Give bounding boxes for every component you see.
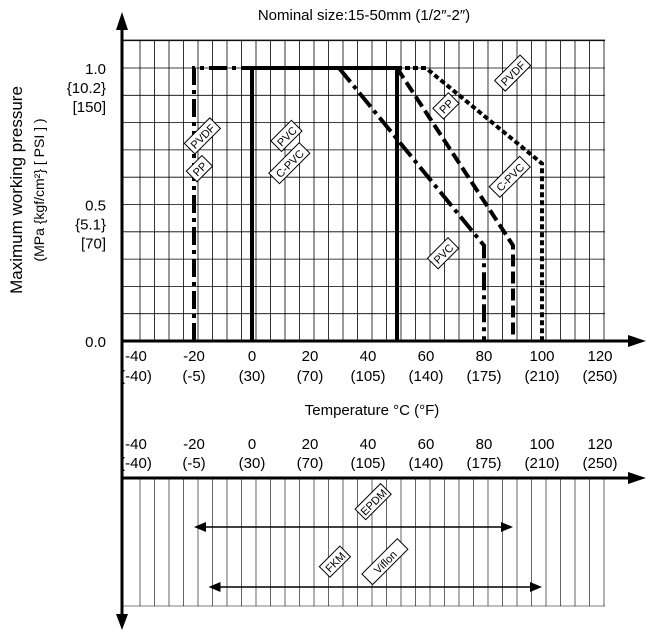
y-tick-label: 0.5 — [85, 198, 106, 215]
range-label-epdm: EPDM — [354, 482, 392, 521]
range-label-fkm: FKM — [318, 545, 352, 578]
y-axis-arrow-down — [116, 614, 128, 630]
series-line-pp-dashdot — [192, 66, 339, 341]
range-label-viflon-box — [361, 537, 409, 586]
range-tick-label-celsius: 0 — [248, 436, 256, 453]
x-tick-label-fahrenheit: (30) — [239, 368, 266, 385]
x-tick-label-celsius: 80 — [476, 348, 493, 365]
range-tick-label-fahrenheit: (140) — [408, 455, 443, 472]
range-tick-label-celsius: 80 — [476, 436, 493, 453]
range-tick-label-celsius: 60 — [418, 436, 435, 453]
chart-axes — [116, 12, 646, 630]
series-label-pvc-box — [270, 119, 303, 153]
x-tick-label-fahrenheit: (70) — [297, 368, 324, 385]
x-tick-label-celsius: 120 — [587, 348, 612, 365]
range-tick-label-celsius: 100 — [529, 436, 554, 453]
range-tick-label-fahrenheit: (105) — [350, 455, 385, 472]
series-label-pvdf: PVDF — [183, 117, 222, 155]
y-axis-label: Maximum working pressure — [7, 86, 26, 294]
series-line-pvc-dashdot — [337, 66, 486, 341]
y-tick-label: 0.0 — [85, 334, 106, 351]
y-tick-label: 1.0 — [85, 61, 106, 78]
range-tick-label-fahrenheit: (-5) — [182, 455, 205, 472]
range-arrow-left — [208, 582, 221, 592]
series-label-pp: PP — [432, 92, 460, 120]
y-tick-label: {5.1} — [75, 217, 106, 234]
range-arrow-right — [530, 582, 542, 592]
series-label-pvc-box — [426, 237, 460, 270]
series-label-pvdf-box — [493, 54, 532, 92]
range-tick-label-fahrenheit: (210) — [524, 455, 559, 472]
series-line-pvdf-dotted — [397, 66, 544, 341]
y-tick-label: [150] — [73, 99, 106, 116]
chart-grid — [122, 39, 605, 342]
x-tick-label-fahrenheit: (140) — [408, 368, 443, 385]
range-tick-label-fahrenheit: (30) — [239, 455, 266, 472]
x-tick-label-celsius: 20 — [302, 348, 319, 365]
x-axis-arrow — [628, 335, 646, 347]
range-arrow-right — [501, 522, 513, 532]
x-tick-label-fahrenheit: (105) — [350, 368, 385, 385]
range-axis-arrow — [628, 472, 646, 484]
range-tick-label-celsius: 120 — [587, 436, 612, 453]
y-axis-units: (MPa {kgf/cm²} [ PSI ] ) — [31, 118, 47, 261]
pressure-series-lines — [192, 66, 544, 341]
series-label-c-pvc-box — [488, 155, 531, 199]
range-tick-label-celsius: 20 — [302, 436, 319, 453]
series-label-pvc: PVC — [426, 237, 460, 270]
material-range-arrows — [194, 522, 542, 592]
series-label-pvdf-box — [183, 117, 222, 155]
x-tick-label-celsius: -20 — [183, 348, 205, 365]
x-tick-label-celsius: 0 — [248, 348, 256, 365]
x-tick-label-celsius: 60 — [418, 348, 435, 365]
x-tick-label-fahrenheit: (-5) — [182, 368, 205, 385]
x-tick-label-fahrenheit: (-40) — [120, 368, 152, 385]
series-line-pvc-solid — [250, 66, 399, 341]
x-tick-label-fahrenheit: (175) — [466, 368, 501, 385]
range-tick-label-fahrenheit: (-40) — [120, 455, 152, 472]
x-axis-label: Temperature °C (°F) — [305, 402, 440, 419]
y-tick-label: [70] — [81, 236, 106, 253]
range-tick-label-celsius: -20 — [183, 436, 205, 453]
series-label-pp-box — [432, 92, 460, 120]
series-label-pp: PP — [185, 154, 214, 183]
y-tick-label: {10.2} — [67, 80, 106, 97]
range-tick-label-fahrenheit: (250) — [582, 455, 617, 472]
series-label-pvdf: PVDF — [493, 54, 532, 92]
material-range-grid — [122, 478, 605, 607]
series-line-pp-dashed — [395, 66, 515, 341]
x-tick-label-fahrenheit: (250) — [582, 368, 617, 385]
x-tick-label-fahrenheit: (210) — [524, 368, 559, 385]
range-tick-label-fahrenheit: (70) — [297, 455, 324, 472]
range-label-epdm-box — [354, 482, 392, 521]
range-arrow-left — [194, 522, 206, 532]
series-label-pp-box — [185, 154, 214, 183]
y-axis-arrow-up — [116, 12, 128, 30]
series-label-c-pvc-box — [268, 141, 311, 185]
range-tick-label-fahrenheit: (175) — [466, 455, 501, 472]
chart-labels: -40 (-40) -20 (-5) 0 (30) 20 (70) 40 (105) 60 (140)… — [67, 54, 618, 586]
range-label-fkm-box — [318, 545, 352, 578]
x-tick-label-celsius: 100 — [529, 348, 554, 365]
range-tick-label-celsius: -40 — [125, 436, 147, 453]
x-tick-label-celsius: 40 — [360, 348, 377, 365]
range-tick-label-celsius: 40 — [360, 436, 377, 453]
x-tick-label-celsius: -40 — [125, 348, 147, 365]
chart-title: Nominal size:15-50mm (1/2″-2″) — [258, 7, 470, 24]
